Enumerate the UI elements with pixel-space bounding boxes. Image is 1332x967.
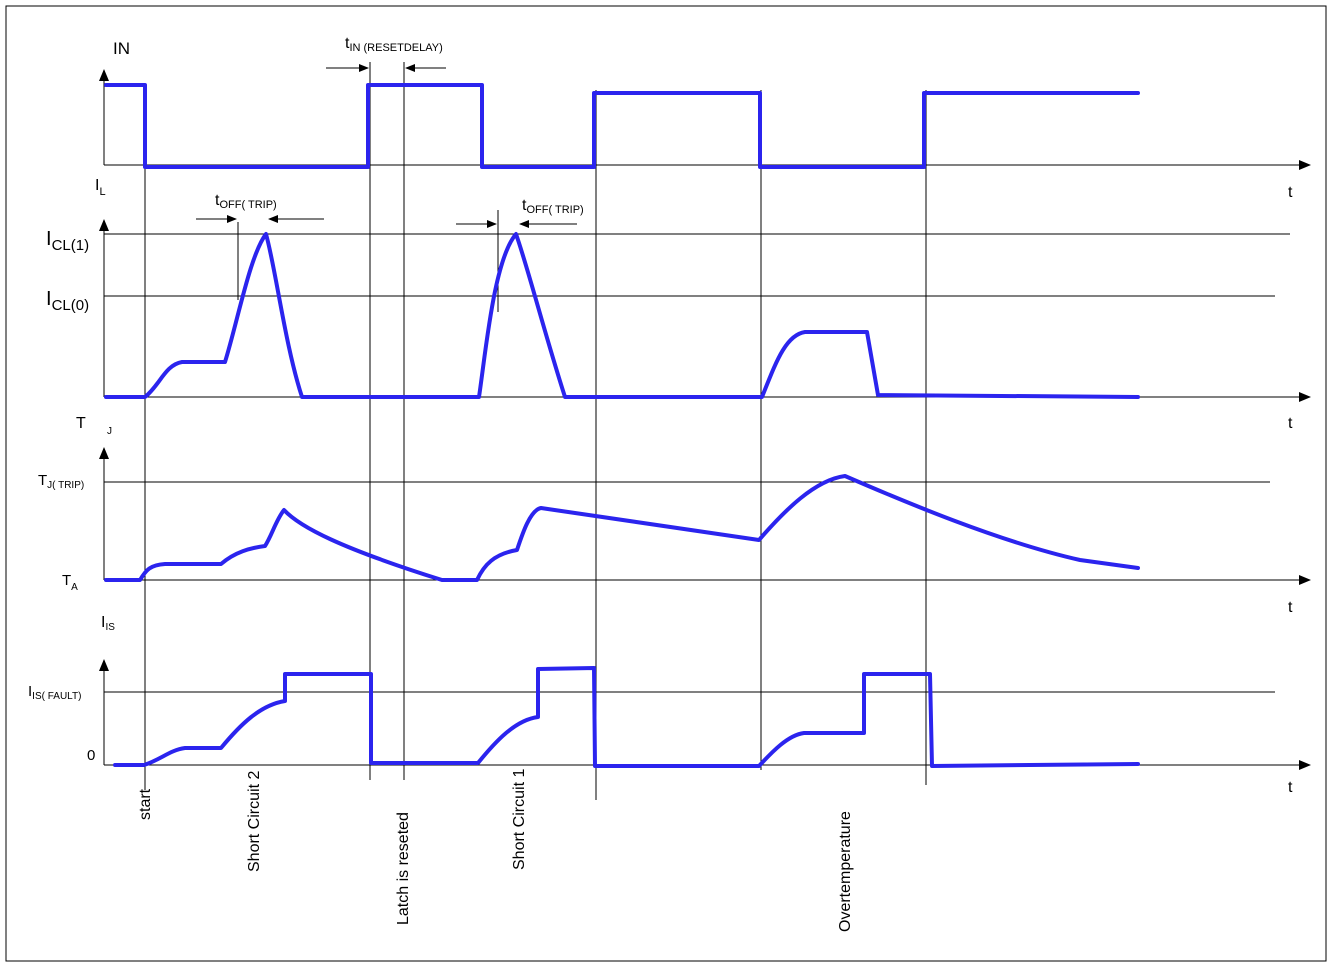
timing-markers [196,64,577,228]
event-overtemperature: Overtemperature [837,811,854,932]
event-lines [144,62,927,800]
t-off-trip-label-2: tOFF( TRIP) [522,197,584,216]
il-label: IL [95,177,106,198]
icl1-label: ICL(1) [46,228,89,254]
iis-signal [113,666,1140,768]
tj-trip-label: TJ( TRIP) [38,472,84,491]
reference-lines [104,233,1290,693]
event-start: start [137,788,154,820]
ta-label: TA [62,572,78,593]
t-in-reset-label: tIN (RESETDELAY) [345,35,443,54]
iis-label: IIS [101,614,115,633]
event-short-circuit-1: Short Circuit 1 [511,769,528,870]
t-axis-label-2: t [1288,415,1293,432]
frame [5,5,1327,962]
t-off-trip-label-1: tOFF( TRIP) [215,192,277,211]
icl0-label: ICL(0) [46,288,89,314]
t-axis-label-4: t [1288,779,1293,796]
signals [104,83,1140,768]
labels: IN tIN (RESETDELAY) IL tOFF( TRIP) tOFF(… [28,35,1293,932]
tj-signal [104,474,1140,582]
t-axis-label-3: t [1288,599,1293,616]
zero-label: 0 [87,747,95,764]
iis-fault-label: IIS( FAULT) [28,683,81,702]
il-signal [104,232,1140,399]
event-latch-reset: Latch is reseted [395,812,412,925]
t-axis-label-1: t [1288,184,1293,201]
axes [99,69,1311,770]
in-label: IN [113,39,130,58]
event-short-circuit-2: Short Circuit 2 [246,771,263,872]
in-signal [104,83,1140,169]
